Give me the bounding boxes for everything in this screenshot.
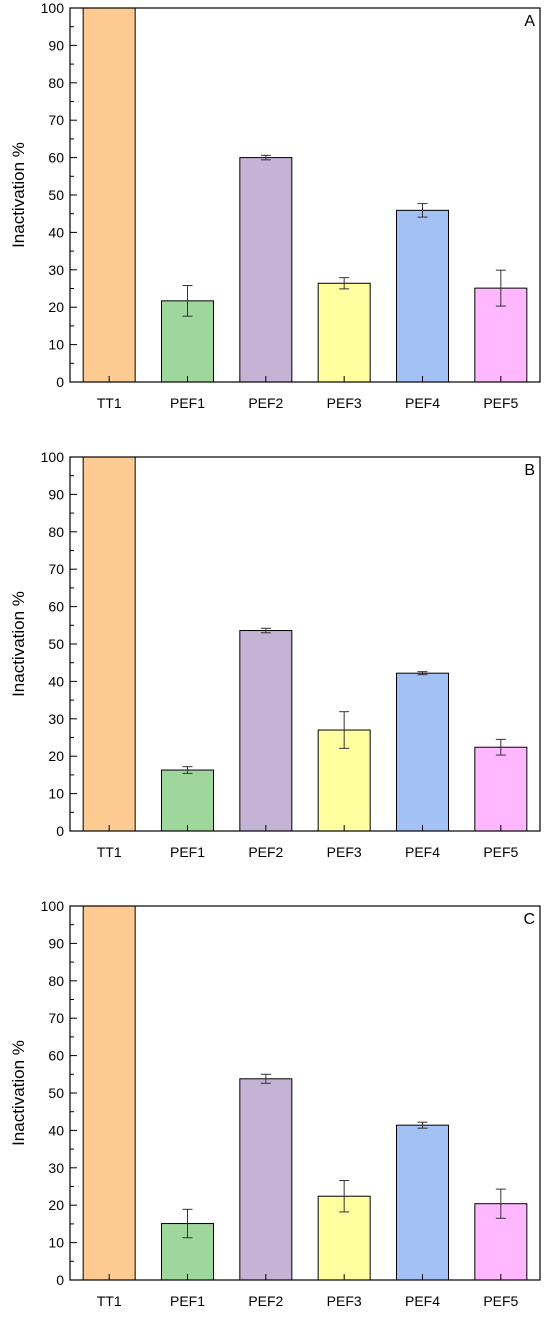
x-tick-label: PEF1: [170, 844, 205, 860]
x-tick-label: PEF4: [405, 844, 440, 860]
y-tick-label: 90: [48, 486, 64, 502]
panel-label: A: [524, 13, 535, 30]
bar-pef5: [474, 746, 528, 832]
bar-pef4: [396, 672, 449, 832]
y-axis-label: Inactivation %: [9, 142, 28, 248]
x-tick-label: TT1: [97, 1293, 122, 1309]
y-tick-label: 40: [48, 673, 64, 689]
x-tick-label: PEF5: [483, 844, 518, 860]
x-tick-label: PEF2: [248, 395, 283, 411]
y-tick-label: 50: [48, 1085, 64, 1101]
y-tick-label: 10: [48, 337, 64, 353]
bar-pef2: [239, 1078, 293, 1281]
y-axis-label: Inactivation %: [9, 1040, 28, 1146]
bar-pef2: [239, 630, 293, 832]
bar-chart-c: 0 10 20 30 40 50 60 70 80 90 100 TT1 PEF1 PEF2 PEF3 PEF…: [9, 898, 541, 1309]
y-tick-label: 100: [41, 0, 65, 16]
y-tick-label: 10: [48, 1235, 64, 1251]
x-tick-label: PEF1: [170, 1293, 205, 1309]
x-tick-label: PEF4: [405, 395, 440, 411]
bar-pef2: [239, 157, 293, 383]
x-tick-label: PEF5: [483, 1293, 518, 1309]
panel-label: B: [524, 462, 535, 479]
y-tick-label: 0: [56, 374, 64, 390]
y-tick-label: 20: [48, 748, 64, 764]
bar-pef1: [161, 769, 214, 832]
y-tick-label: 60: [48, 1048, 64, 1064]
y-tick-label: 0: [56, 1272, 64, 1288]
x-tick-label: TT1: [97, 395, 122, 411]
chart-panel-c: 0 10 20 30 40 50 60 70 80 90 100 TT1 PEF1 PEF2 PEF3 PEF…: [0, 898, 550, 1328]
bar-tt1: [82, 7, 136, 383]
y-tick-label: 70: [48, 112, 64, 128]
x-tick-label: PEF1: [170, 395, 205, 411]
y-tick-label: 80: [48, 973, 64, 989]
y-tick-label: 30: [48, 711, 64, 727]
y-tick-label: 40: [48, 1122, 64, 1138]
y-tick-label: 50: [48, 636, 64, 652]
x-tick-label: PEF3: [327, 395, 362, 411]
y-tick-label: 80: [48, 75, 64, 91]
plot-frame: [69, 7, 541, 383]
panel-label: C: [523, 911, 535, 928]
y-tick-label: 100: [41, 898, 65, 914]
x-tick-label: PEF4: [405, 1293, 440, 1309]
bar-chart-a: 0 10 20 30 40 50 60 70 80 90 100 TT1 PEF1 PEF2 PEF3 PEF…: [9, 0, 541, 411]
y-tick-label: 100: [41, 449, 65, 465]
y-tick-label: 70: [48, 561, 64, 577]
y-tick-label: 60: [48, 150, 64, 166]
y-tick-label: 20: [48, 299, 64, 315]
y-axis-label: Inactivation %: [9, 591, 28, 697]
y-tick-label: 40: [48, 224, 64, 240]
bar-pef4: [396, 209, 449, 383]
bar-tt1: [82, 456, 136, 832]
chart-panel-b: 0 10 20 30 40 50 60 70 80 90 100 TT1 PEF1 PEF2 PEF3 PEF…: [0, 449, 550, 879]
plot-frame: [69, 905, 541, 1281]
y-tick-label: 10: [48, 786, 64, 802]
y-tick-label: 30: [48, 1160, 64, 1176]
y-tick-label: 90: [48, 935, 64, 951]
bar-pef4: [396, 1124, 449, 1281]
y-tick-label: 90: [48, 37, 64, 53]
x-tick-label: PEF3: [327, 1293, 362, 1309]
bar-pef3: [317, 282, 371, 383]
bar-tt1: [82, 905, 136, 1281]
y-tick-label: 30: [48, 262, 64, 278]
y-tick-label: 80: [48, 524, 64, 540]
plot-frame: [69, 456, 541, 832]
y-tick-label: 50: [48, 187, 64, 203]
x-tick-label: PEF3: [327, 844, 362, 860]
x-tick-label: PEF2: [248, 844, 283, 860]
x-tick-label: PEF5: [483, 395, 518, 411]
x-tick-label: PEF2: [248, 1293, 283, 1309]
y-tick-label: 60: [48, 599, 64, 615]
y-tick-label: 70: [48, 1010, 64, 1026]
x-tick-label: TT1: [97, 844, 122, 860]
bar-chart-b: 0 10 20 30 40 50 60 70 80 90 100 TT1 PEF1 PEF2 PEF3 PEF…: [9, 449, 541, 860]
y-tick-label: 20: [48, 1197, 64, 1213]
chart-panel-a: 0 10 20 30 40 50 60 70 80 90 100 TT1 PEF1 PEF2 PEF3 PEF…: [0, 0, 550, 430]
y-tick-label: 0: [56, 823, 64, 839]
